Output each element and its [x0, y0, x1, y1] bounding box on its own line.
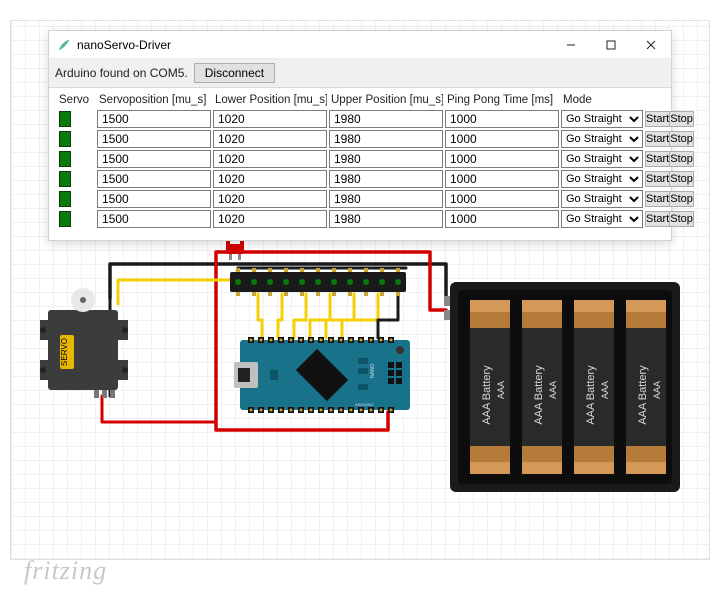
mode-select[interactable]: Go StraightPing Pong [561, 150, 643, 168]
app-window: nanoServo-Driver Arduino found on COM5. … [48, 30, 672, 241]
start-button[interactable]: Start [645, 151, 670, 167]
lower-input[interactable] [213, 110, 327, 128]
app-icon [57, 38, 71, 52]
mode-select[interactable]: Go StraightPing Pong [561, 110, 643, 128]
servo-indicator[interactable] [59, 151, 71, 167]
col-mode: Mode [561, 94, 643, 106]
lower-input[interactable] [213, 210, 327, 228]
mode-select[interactable]: Go StraightPing Pong [561, 190, 643, 208]
servo-row: Go StraightPing PongStartStop [57, 110, 663, 128]
svg-text:AAA: AAA [496, 381, 506, 399]
close-button[interactable] [631, 31, 671, 59]
pingpong-input[interactable] [445, 190, 559, 208]
toolbar: Arduino found on COM5. Disconnect [49, 59, 671, 88]
servopos-input[interactable] [97, 170, 211, 188]
stop-button[interactable]: Stop [670, 151, 694, 167]
upper-input[interactable] [329, 170, 443, 188]
upper-input[interactable] [329, 130, 443, 148]
pingpong-input[interactable] [445, 210, 559, 228]
servo-indicator[interactable] [59, 111, 71, 127]
col-servopos: Servoposition [mu_s] [97, 94, 211, 106]
col-lower: Lower Position [mu_s] [213, 94, 327, 106]
mode-select[interactable]: Go StraightPing Pong [561, 130, 643, 148]
start-button[interactable]: Start [645, 211, 670, 227]
svg-text:AAA: AAA [652, 381, 662, 399]
upper-input[interactable] [329, 150, 443, 168]
servo-row: Go StraightPing PongStartStop [57, 130, 663, 148]
servo-indicator[interactable] [59, 171, 71, 187]
pingpong-input[interactable] [445, 150, 559, 168]
upper-input[interactable] [329, 210, 443, 228]
col-upper: Upper Position [mu_s] [329, 94, 443, 106]
header-row: Servo Servoposition [mu_s] Lower Positio… [57, 94, 663, 106]
servo-indicator[interactable] [59, 131, 71, 147]
svg-text:AAA Battery: AAA Battery [637, 365, 649, 425]
minimize-button[interactable] [551, 31, 591, 59]
connection-status: Arduino found on COM5. [55, 66, 188, 80]
servo-indicator[interactable] [59, 211, 71, 227]
col-servo: Servo [57, 94, 95, 106]
servo-grid: Servo Servoposition [mu_s] Lower Positio… [49, 88, 671, 240]
servo-row: Go StraightPing PongStartStop [57, 210, 663, 228]
svg-text:AAA Battery: AAA Battery [585, 365, 597, 425]
lower-input[interactable] [213, 190, 327, 208]
svg-text:AAA Battery: AAA Battery [481, 365, 493, 425]
start-button[interactable]: Start [645, 191, 670, 207]
upper-input[interactable] [329, 110, 443, 128]
lower-input[interactable] [213, 130, 327, 148]
servopos-input[interactable] [97, 210, 211, 228]
fritzing-watermark: fritzing [24, 556, 107, 586]
mode-select[interactable]: Go StraightPing Pong [561, 210, 643, 228]
servopos-input[interactable] [97, 110, 211, 128]
servopos-input[interactable] [97, 130, 211, 148]
svg-text:AAA: AAA [548, 381, 558, 399]
servopos-input[interactable] [97, 150, 211, 168]
stop-button[interactable]: Stop [670, 171, 694, 187]
servo-indicator[interactable] [59, 191, 71, 207]
titlebar: nanoServo-Driver [49, 31, 671, 59]
lower-input[interactable] [213, 150, 327, 168]
servo-label: SERVO [60, 338, 69, 366]
mode-select[interactable]: Go StraightPing Pong [561, 170, 643, 188]
stop-button[interactable]: Stop [670, 111, 694, 127]
servo-row: Go StraightPing PongStartStop [57, 190, 663, 208]
disconnect-button[interactable]: Disconnect [194, 63, 275, 83]
pingpong-input[interactable] [445, 170, 559, 188]
maximize-button[interactable] [591, 31, 631, 59]
pingpong-input[interactable] [445, 110, 559, 128]
stop-button[interactable]: Stop [670, 211, 694, 227]
start-button[interactable]: Start [645, 111, 670, 127]
stop-button[interactable]: Stop [670, 191, 694, 207]
servopos-input[interactable] [97, 190, 211, 208]
window-title: nanoServo-Driver [77, 38, 171, 52]
svg-text:AAA: AAA [600, 381, 610, 399]
start-button[interactable]: Start [645, 171, 670, 187]
board-label: ARDUINO [355, 402, 373, 407]
lower-input[interactable] [213, 170, 327, 188]
upper-input[interactable] [329, 190, 443, 208]
svg-text:NANO: NANO [370, 363, 376, 378]
servo-row: Go StraightPing PongStartStop [57, 170, 663, 188]
pingpong-input[interactable] [445, 130, 559, 148]
svg-text:AAA Battery: AAA Battery [533, 365, 545, 425]
col-pingpong: Ping Pong Time [ms] [445, 94, 559, 106]
servo-row: Go StraightPing PongStartStop [57, 150, 663, 168]
start-button[interactable]: Start [645, 131, 670, 147]
stop-button[interactable]: Stop [670, 131, 694, 147]
